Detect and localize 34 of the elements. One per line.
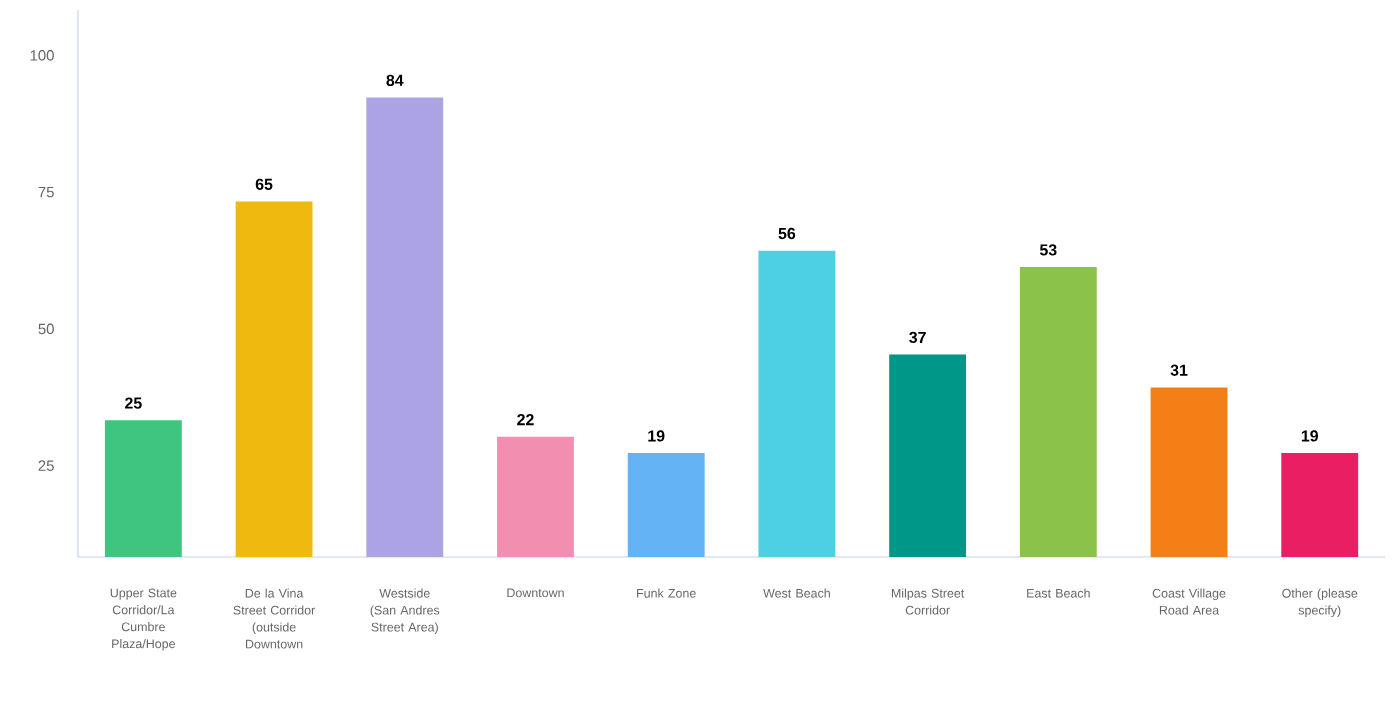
bar [1019,267,1097,557]
data-label: 37 [909,331,926,344]
data-label: 84 [386,74,404,86]
x-tick-label: Coast Village Road Area [1152,588,1226,615]
data-label: 53 [1039,244,1057,256]
data-label: 25 [125,397,142,409]
bar [1281,453,1359,557]
x-tick-label: Other (please specify) [1282,588,1358,618]
data-label: 31 [1170,364,1188,376]
y-tick-label: 50 [38,323,54,335]
bar [627,453,705,557]
x-tick-label: East Beach [1027,588,1090,598]
y-tick-label: 75 [38,186,54,198]
x-tick-label: Downtown [507,588,564,598]
data-label: 56 [778,227,796,240]
bar [235,201,313,557]
x-tick-label: Westside (San Andres Street Area) [370,588,440,634]
data-label: 19 [648,430,665,442]
bar [366,97,444,557]
x-tick-label: Funk Zone [637,588,696,598]
y-tick-label: 100 [30,50,54,61]
bar [758,250,836,557]
x-tick-label: Upper State Corridor/La Cumbre Plaza/Hope [110,588,177,651]
x-tick-label: Milpas Street Corridor [891,588,965,615]
bar [1150,387,1228,557]
data-label: 22 [517,414,534,426]
data-label: 19 [1301,430,1318,442]
x-tick-label: West Beach [763,588,830,598]
bar [104,420,182,557]
bar [889,354,967,557]
bar [497,436,574,557]
y-tick-label: 25 [38,460,54,471]
data-label: 65 [255,178,273,190]
x-tick-label: De la Vina Street Corridor (outside Downtown [233,588,316,649]
